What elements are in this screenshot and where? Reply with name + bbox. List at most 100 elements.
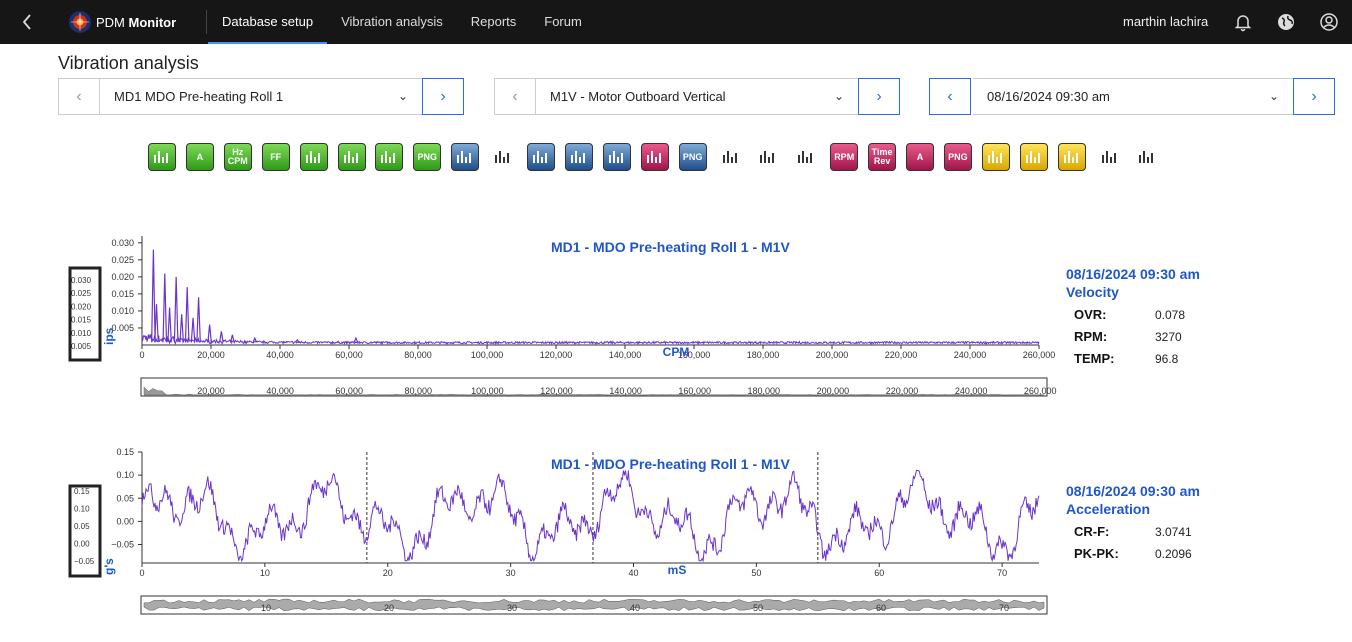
spectrum-x-tick-label: 160,000 [678,350,711,360]
user-account-icon[interactable] [1319,12,1339,32]
spectrum-overview-x-label: 60,000 [335,386,363,396]
amplitude-icon[interactable]: A [185,143,214,171]
bell-icon[interactable] [1233,12,1253,32]
spectrum-x-tick-label: 120,000 [540,350,573,360]
stat-temp: TEMP: 96.8 [1074,351,1200,366]
tool-label: Hz CPM [227,147,248,166]
waveform-y-tick-label: −0.05 [111,540,134,550]
spectrum-x-tick-label: 260,000 [1023,350,1056,360]
waveform-overview-area [143,598,1045,612]
spectrum-overview-y-label: 0.020 [71,302,92,311]
ff-icon[interactable]: FF [261,143,290,171]
date-prev-button[interactable]: ‹ [929,78,971,115]
stat-value: 3.0741 [1155,525,1192,539]
tab-vibration-analysis[interactable]: Vibration analysis [341,14,443,29]
back-arrow-icon[interactable] [18,12,38,32]
waveform-overview-y-label: 0.15 [74,487,90,496]
point-prev-button[interactable]: ‹ [494,78,536,115]
waveform-y-overview [68,484,102,578]
curve-icon[interactable] [602,143,631,171]
spectrum-overview-x-label: 180,000 [748,386,781,396]
spectrum-x-tick-label: 220,000 [885,350,918,360]
page-title: Vibration analysis [58,53,199,73]
tab-reports[interactable]: Reports [470,14,517,29]
waveform-info-panel: 08/16/2024 09:30 am Acceleration CR-F: 3.… [1066,483,1200,561]
spectrum-overview-x-label: 240,000 [955,386,988,396]
brand[interactable]: PDM Monitor [68,10,176,34]
waterfall-icon[interactable] [451,143,480,171]
stat-ovr: OVR: 0.078 [1074,307,1200,322]
date-value: 08/16/2024 09:30 am [987,89,1110,104]
sound-icon[interactable] [1133,143,1161,171]
waveform-chart-title: MD1 - MDO Pre-heating Roll 1 - M1V [551,456,790,472]
globe-icon[interactable] [1276,12,1296,32]
stat-key: CR-F: [1074,524,1110,539]
spectrum-y-tick-label: 0.015 [111,289,134,299]
spectrum-markers-icon[interactable] [299,143,328,171]
trend-bars-icon[interactable] [489,143,517,171]
spectrum-color-icon[interactable] [1096,143,1124,171]
hz-cpm-icon[interactable]: Hz CPM [223,143,252,171]
user-name[interactable]: marthin lachira [1123,14,1209,29]
point-next-button[interactable]: › [858,78,900,115]
table-icon[interactable] [527,143,555,171]
date-next-button[interactable]: › [1293,78,1335,115]
waveform-x-tick-label: 50 [751,568,761,578]
eraser-icon[interactable] [640,143,669,171]
spectrum-overview-x-label: 20,000 [197,386,225,396]
spectrum-series-line [141,333,1040,346]
waveform-y-tick-label: 0.00 [116,516,134,526]
waveform-icon[interactable] [754,143,782,171]
date-selector: ‹ 08/16/2024 09:30 am ⌄ › [929,78,1337,115]
spectrum-overview-x-label: 120,000 [540,386,573,396]
png-export-red-icon[interactable]: PNG [943,143,972,171]
spectrum-peak [219,331,224,343]
spectrum-harmonics-icon[interactable] [337,143,366,171]
antenna-icon[interactable] [148,143,176,171]
color-grid-icon[interactable] [1019,143,1048,171]
stat-key: RPM: [1074,329,1108,344]
machine-prev-button[interactable]: ‹ [58,78,100,115]
rpm-icon[interactable]: RPM [830,143,859,171]
png-export-blue-icon[interactable]: PNG [678,143,707,171]
tab-database-setup[interactable]: Database setup [208,0,328,44]
waveform-overview-x-label: 70 [999,603,1009,613]
spectrum-bars-icon[interactable] [375,143,404,171]
spectrum-x-tick-label: 20,000 [197,350,225,360]
orbit-icon[interactable] [792,143,820,171]
time-rev-icon[interactable]: Time Rev [868,143,897,171]
spectrum-overview-x-label: 220,000 [886,386,919,396]
amplitude-red-icon[interactable]: A [906,143,934,171]
spectrum-x-tick-label: 180,000 [747,350,780,360]
tool-label: A [916,151,924,162]
spectrum-peak [184,287,190,343]
date-dropdown[interactable]: 08/16/2024 09:30 am ⌄ [973,78,1293,115]
waveform-overview-y-label: −0.05 [74,557,95,566]
scatter-icon[interactable] [717,143,745,171]
png-export-icon[interactable]: PNG [413,143,442,171]
machine-next-button[interactable]: › [422,78,464,115]
stat-value: 0.078 [1155,308,1186,322]
machine-value: MD1 MDO Pre-heating Roll 1 [114,89,284,104]
spectrum-peak [179,314,184,343]
chevron-right-icon: › [876,87,882,105]
tool-label: PNG [417,151,438,162]
tool-label: FF [270,151,282,162]
camera-icon[interactable] [1057,143,1086,171]
spectrum-peak [151,249,156,343]
spectrum-peak [173,276,179,343]
tab-forum[interactable]: Forum [544,14,582,29]
spectrum-overview-x-label: 160,000 [678,386,711,396]
print-icon[interactable] [564,143,593,171]
tool-label: A [196,151,204,162]
spectrum-x-label: CPM [663,345,690,359]
stat-rpm: RPM: 3270 [1074,329,1200,344]
chevron-right-icon: › [440,87,446,105]
machine-dropdown[interactable]: MD1 MDO Pre-heating Roll 1 ⌄ [100,78,422,115]
chevron-down-icon: ⌄ [833,89,844,103]
spectrum-peak [353,336,359,343]
point-dropdown[interactable]: M1V - Motor Outboard Vertical ⌄ [536,78,858,115]
spectrum-y-overview [68,266,102,362]
list-icon[interactable] [981,143,1010,171]
